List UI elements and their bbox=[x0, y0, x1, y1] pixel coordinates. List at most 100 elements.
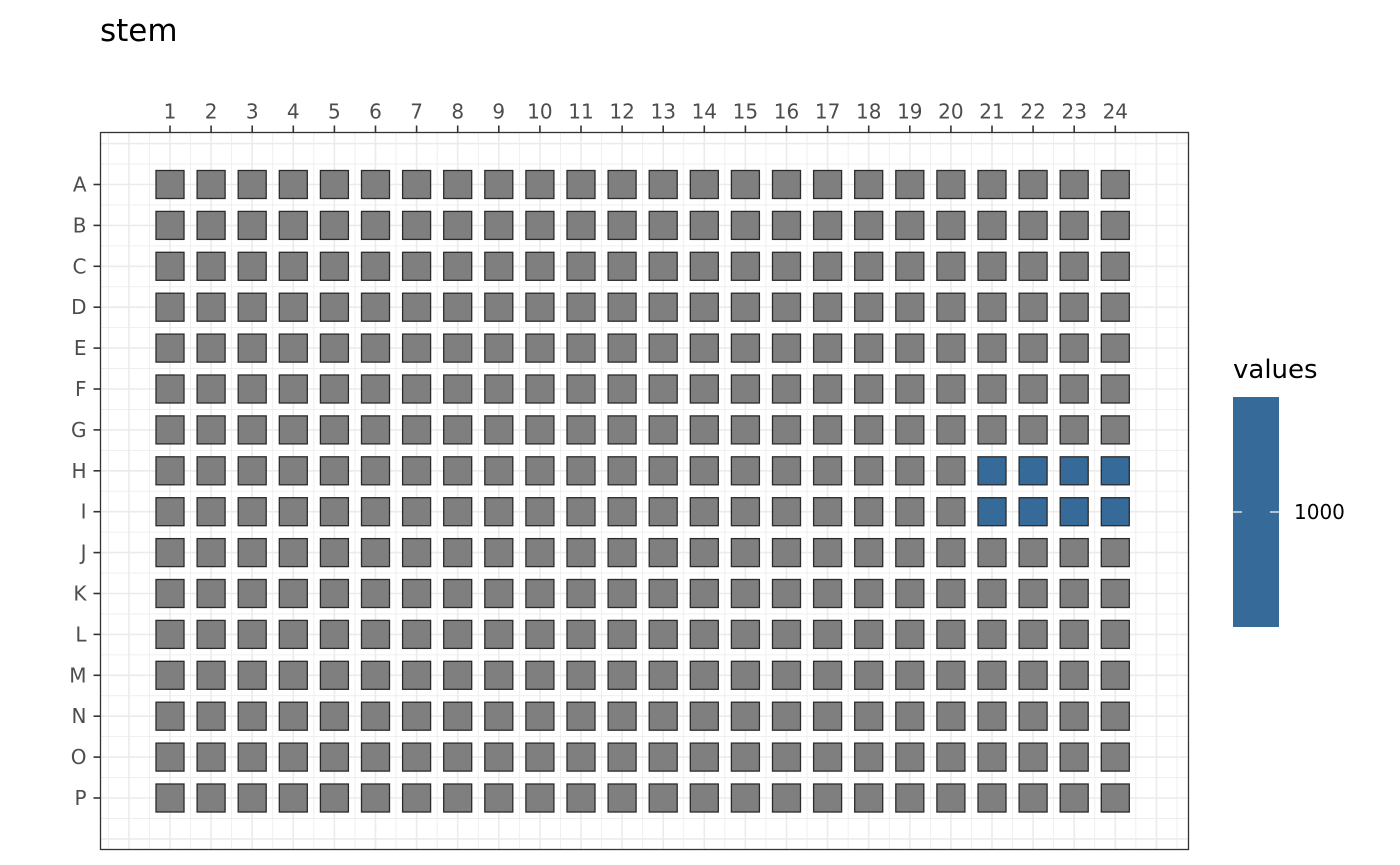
well-cell-empty bbox=[196, 415, 226, 445]
well-cell-empty bbox=[607, 497, 637, 527]
x-tick-label: 6 bbox=[369, 100, 382, 124]
well-cell-empty bbox=[278, 537, 308, 568]
well-cell-empty bbox=[689, 537, 719, 568]
well-cell-empty bbox=[196, 619, 226, 650]
well-cell-empty bbox=[689, 374, 719, 404]
well-cell-empty bbox=[936, 456, 966, 486]
well-cell-empty bbox=[566, 169, 596, 200]
well-cell-empty bbox=[443, 210, 473, 241]
well-cell-empty bbox=[155, 251, 185, 281]
well-cell-empty bbox=[278, 619, 308, 650]
well-cell-empty bbox=[566, 374, 596, 404]
well-cell-empty bbox=[854, 619, 884, 650]
well-cell-empty bbox=[525, 374, 555, 404]
y-tick-label: P bbox=[74, 786, 86, 810]
well-cell-empty bbox=[237, 537, 267, 568]
well-cell-empty bbox=[360, 701, 391, 731]
well-cell-empty bbox=[936, 497, 966, 527]
well-cell-empty bbox=[1018, 415, 1048, 445]
well-cell-empty bbox=[566, 701, 596, 731]
well-cell-empty bbox=[237, 578, 267, 609]
well-cell-empty bbox=[319, 783, 350, 813]
well-cell-empty bbox=[319, 701, 350, 731]
well-cell-empty bbox=[525, 701, 555, 731]
well-cell-empty bbox=[648, 415, 678, 445]
y-tick-label: E bbox=[74, 336, 87, 360]
y-tick-label: C bbox=[73, 254, 87, 278]
well-cell-empty bbox=[648, 742, 678, 772]
well-cell-empty bbox=[730, 169, 761, 200]
well-cell-empty bbox=[771, 497, 802, 527]
well-cell-empty bbox=[237, 497, 267, 527]
well-cell-empty bbox=[443, 537, 473, 568]
well-cell-empty bbox=[895, 578, 925, 609]
well-cell-empty bbox=[443, 619, 473, 650]
well-cell-empty bbox=[812, 415, 843, 445]
x-tick-label: 4 bbox=[287, 100, 300, 124]
x-tick-label: 22 bbox=[1020, 100, 1045, 124]
well-cell-empty bbox=[525, 660, 555, 690]
well-cell-empty bbox=[525, 497, 555, 527]
well-cell-empty bbox=[648, 619, 678, 650]
well-cell-empty bbox=[196, 497, 226, 527]
well-cell-empty bbox=[319, 578, 350, 609]
well-cell-empty bbox=[484, 497, 514, 527]
well-cell-empty bbox=[607, 333, 637, 363]
well-cell-empty bbox=[689, 619, 719, 650]
well-cell-empty bbox=[155, 742, 185, 772]
well-cell-empty bbox=[360, 251, 391, 281]
well-cell-empty bbox=[730, 578, 761, 609]
well-cell-empty bbox=[1059, 292, 1089, 322]
well-cell-empty bbox=[401, 783, 432, 813]
well-cell-empty bbox=[730, 660, 761, 690]
well-cell-empty bbox=[689, 660, 719, 690]
well-cell-empty bbox=[525, 619, 555, 650]
well-cell-empty bbox=[771, 742, 802, 772]
well-cell-empty bbox=[812, 660, 843, 690]
well-cell-empty bbox=[854, 701, 884, 731]
well-cell-empty bbox=[401, 537, 432, 568]
well-cell-empty bbox=[607, 783, 637, 813]
well-cell-empty bbox=[319, 251, 350, 281]
x-tick-label: 19 bbox=[897, 100, 922, 124]
well-cell-empty bbox=[196, 578, 226, 609]
well-cell-empty bbox=[360, 169, 391, 200]
well-cell-empty bbox=[730, 783, 761, 813]
y-tick-label: K bbox=[73, 582, 87, 606]
well-cell-empty bbox=[196, 292, 226, 322]
well-cell-empty bbox=[977, 374, 1007, 404]
well-cell-empty bbox=[936, 783, 966, 813]
well-cell-empty bbox=[155, 497, 185, 527]
well-cell-empty bbox=[689, 415, 719, 445]
well-cell-empty bbox=[196, 742, 226, 772]
well-cell-empty bbox=[854, 374, 884, 404]
well-cell-empty bbox=[360, 292, 391, 322]
well-cell-empty bbox=[730, 537, 761, 568]
well-cell-empty bbox=[854, 537, 884, 568]
y-tick-label: J bbox=[79, 541, 87, 565]
well-cell-empty bbox=[895, 742, 925, 772]
well-cell-valued bbox=[1100, 456, 1130, 486]
well-cell-empty bbox=[771, 537, 802, 568]
well-cell-empty bbox=[771, 660, 802, 690]
well-cell-empty bbox=[854, 578, 884, 609]
well-cell-empty bbox=[648, 660, 678, 690]
well-cell-empty bbox=[319, 333, 350, 363]
well-cell-empty bbox=[1059, 415, 1089, 445]
well-cell-empty bbox=[854, 660, 884, 690]
well-cell-empty bbox=[730, 251, 761, 281]
well-cell-empty bbox=[1100, 742, 1130, 772]
well-cell-empty bbox=[689, 333, 719, 363]
well-cell-empty bbox=[566, 456, 596, 486]
well-cell-empty bbox=[607, 374, 637, 404]
well-cell-valued bbox=[1018, 497, 1048, 527]
well-cell-empty bbox=[730, 333, 761, 363]
well-cell-empty bbox=[155, 456, 185, 486]
well-cell-empty bbox=[812, 251, 843, 281]
well-cell-empty bbox=[566, 251, 596, 281]
well-cell-empty bbox=[771, 619, 802, 650]
well-cell-empty bbox=[648, 333, 678, 363]
well-cell-empty bbox=[525, 169, 555, 200]
well-cell-empty bbox=[771, 374, 802, 404]
